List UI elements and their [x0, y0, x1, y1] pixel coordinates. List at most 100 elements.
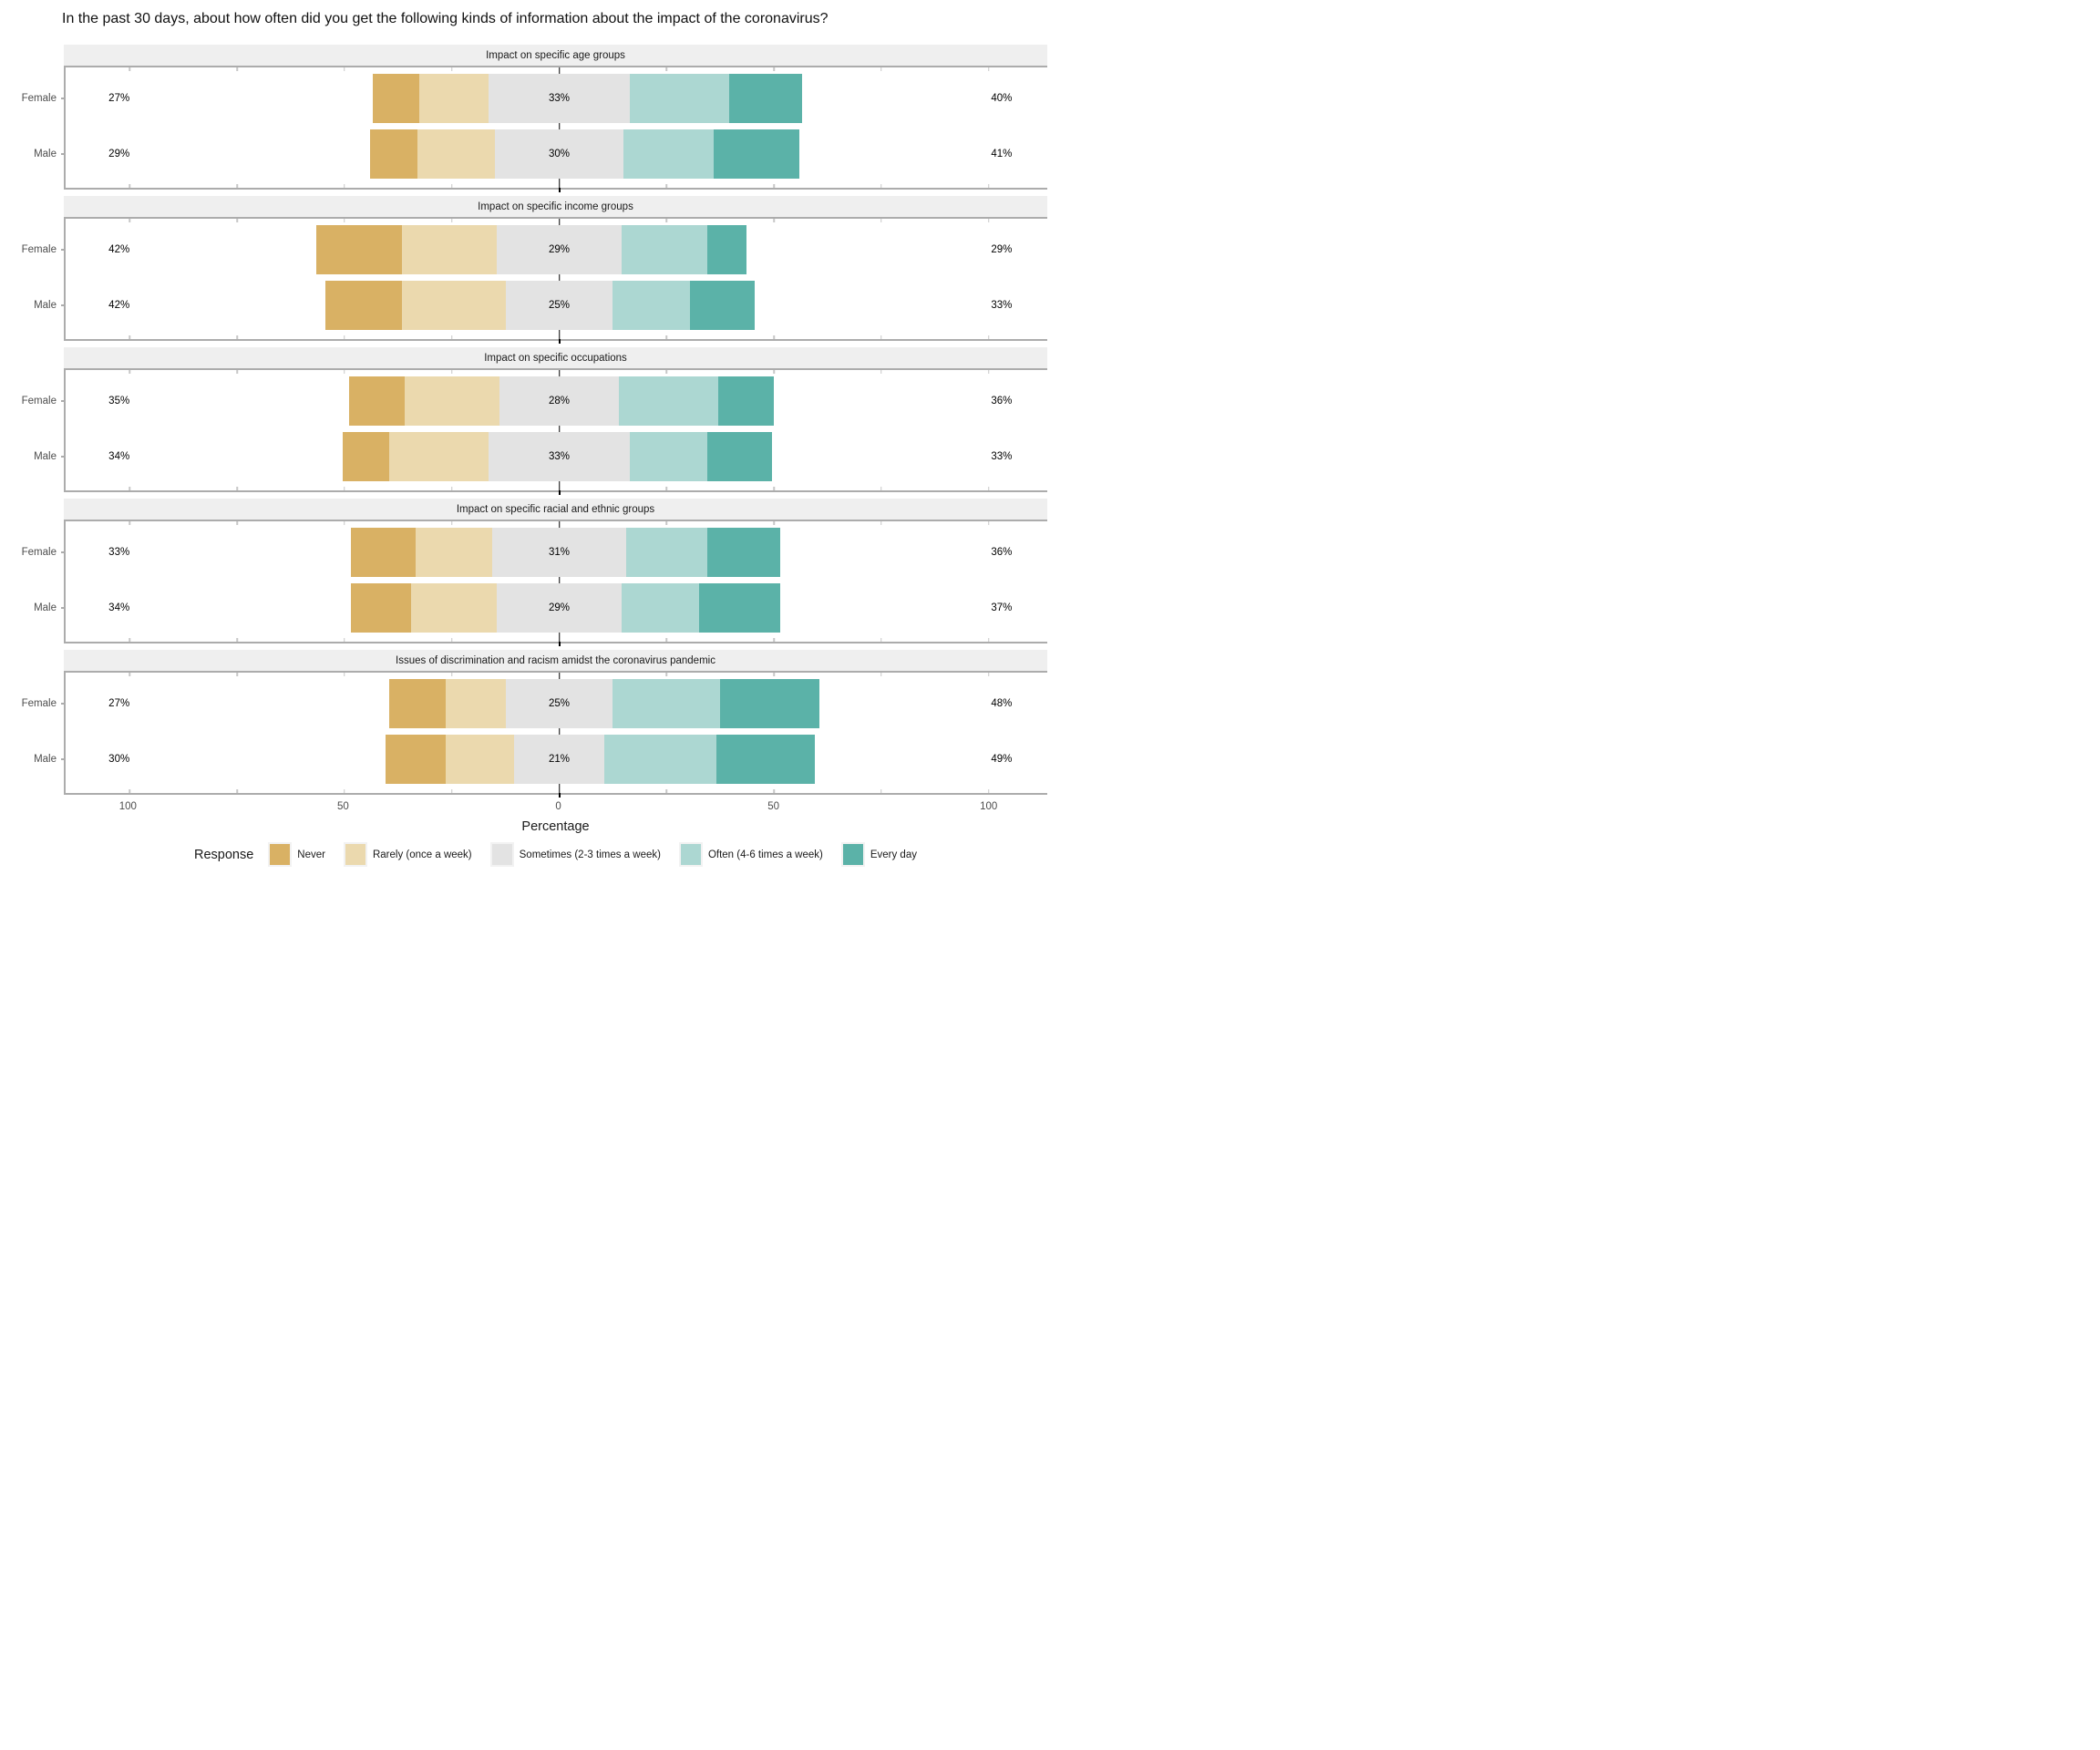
sometimes-label: 33%	[548, 93, 571, 104]
legend-items: Never Rarely (once a week) Sometimes (2-3 …	[270, 844, 917, 865]
axis-minor-tick	[236, 370, 238, 374]
facet-panel-1: Impact on specific age groups Female 27% 33…	[22, 45, 1047, 192]
axis-minor-tick	[450, 370, 453, 374]
axis-minor-tick	[988, 335, 990, 339]
y-axis-label-female: Female	[21, 547, 57, 558]
left-total-label: 33%	[108, 547, 130, 558]
bar-segment-never	[385, 735, 446, 784]
facet-strip-title: Impact on specific age groups	[486, 49, 625, 61]
bar-segment-never	[370, 129, 417, 179]
axis-minor-tick	[773, 335, 775, 339]
axis-minor-tick	[988, 370, 990, 374]
x-axis-tick-label: 0	[555, 801, 561, 812]
y-axis-label-female: Female	[21, 698, 57, 709]
axis-minor-tick	[880, 219, 882, 222]
legend-key-swatch	[345, 844, 365, 865]
bar-segment-often	[604, 735, 716, 784]
sometimes-label: 29%	[548, 244, 571, 255]
axis-minor-tick	[129, 370, 130, 374]
bar-segment-every	[720, 679, 819, 728]
y-axis-label-male: Male	[34, 300, 57, 311]
axis-minor-tick	[236, 67, 238, 71]
axis-minor-tick	[665, 370, 668, 374]
axis-minor-tick	[773, 184, 775, 188]
bar-segment-every	[707, 432, 772, 481]
axis-minor-tick	[129, 219, 130, 222]
axis-minor-tick	[665, 673, 668, 676]
legend-item-often: Often (4-6 times a week)	[680, 844, 823, 865]
bar-segment-rarely	[445, 679, 506, 728]
bar-segment-every	[690, 281, 755, 330]
right-total-label: 33%	[991, 300, 1013, 311]
bar-female	[66, 528, 1047, 577]
bar-male	[66, 432, 1047, 481]
axis-minor-tick	[880, 487, 882, 490]
zero-reference-line	[558, 521, 561, 642]
bar-female	[66, 376, 1047, 426]
axis-minor-tick	[773, 638, 775, 642]
right-total-label: 40%	[991, 93, 1013, 104]
legend: Response Never Rarely (once a week) Someti…	[64, 844, 1047, 865]
left-total-label: 30%	[108, 754, 130, 765]
bar-segment-sometimes	[497, 225, 622, 274]
sometimes-label: 21%	[548, 754, 571, 765]
legend-item-label: Never	[297, 849, 325, 860]
facet-strip-title: Issues of discrimination and racism amid…	[396, 654, 715, 666]
axis-minor-tick	[129, 487, 130, 490]
facet-strip: Impact on specific income groups	[64, 196, 1047, 217]
bar-female	[66, 74, 1047, 123]
y-axis-tick	[61, 456, 66, 458]
sometimes-label: 29%	[548, 602, 571, 613]
bar-segment-every	[707, 225, 746, 274]
bar-segment-rarely	[404, 376, 499, 426]
x-axis-tick-label: 100	[980, 801, 998, 812]
axis-minor-tick	[129, 521, 130, 525]
bar-segment-every	[698, 583, 781, 633]
x-axis-title: Percentage	[521, 819, 590, 834]
facet-strip: Impact on specific occupations	[64, 347, 1047, 368]
axis-minor-tick	[880, 789, 882, 793]
bar-segment-rarely	[419, 74, 489, 123]
legend-item-never: Never	[270, 844, 325, 865]
bar-segment-rarely	[445, 735, 515, 784]
zero-axis-tick	[558, 490, 561, 495]
y-axis-label-male: Male	[34, 149, 57, 160]
axis-minor-tick	[236, 789, 238, 793]
bar-segment-rarely	[389, 432, 489, 481]
bar-segment-often	[619, 376, 718, 426]
axis-minor-tick	[236, 184, 238, 188]
right-total-label: 29%	[991, 244, 1013, 255]
facet-strip-title: Impact on specific occupations	[484, 352, 627, 364]
axis-minor-tick	[988, 487, 990, 490]
axis-minor-tick	[880, 370, 882, 374]
facet-panel-5: Issues of discrimination and racism amid…	[22, 650, 1047, 798]
bar-segment-every	[728, 74, 802, 123]
bar-male	[66, 583, 1047, 633]
right-total-label: 37%	[991, 602, 1013, 613]
bar-segment-rarely	[415, 528, 493, 577]
zero-reference-line	[558, 67, 561, 188]
bar-segment-often	[621, 225, 708, 274]
bar-segment-every	[714, 129, 800, 179]
y-axis-tick	[61, 304, 66, 306]
zero-axis-tick	[558, 793, 561, 798]
y-axis-label-female: Female	[21, 93, 57, 104]
panels-container: Impact on specific age groups Female 27% 33…	[0, 45, 1050, 798]
bar-male	[66, 735, 1047, 784]
axis-minor-tick	[344, 67, 345, 71]
bar-female	[66, 225, 1047, 274]
bar-segment-often	[623, 129, 715, 179]
right-total-label: 36%	[991, 547, 1013, 558]
axis-minor-tick	[236, 335, 238, 339]
bar-segment-sometimes	[499, 376, 620, 426]
right-total-label: 33%	[991, 451, 1013, 462]
legend-item-label: Rarely (once a week)	[372, 849, 472, 860]
axis-minor-tick	[236, 521, 238, 525]
axis-minor-tick	[344, 219, 345, 222]
axis-minor-tick	[773, 789, 775, 793]
bar-segment-sometimes	[497, 583, 622, 633]
left-total-label: 29%	[108, 149, 130, 160]
bar-segment-never	[342, 432, 390, 481]
axis-minor-tick	[773, 219, 775, 222]
axis-minor-tick	[129, 673, 130, 676]
